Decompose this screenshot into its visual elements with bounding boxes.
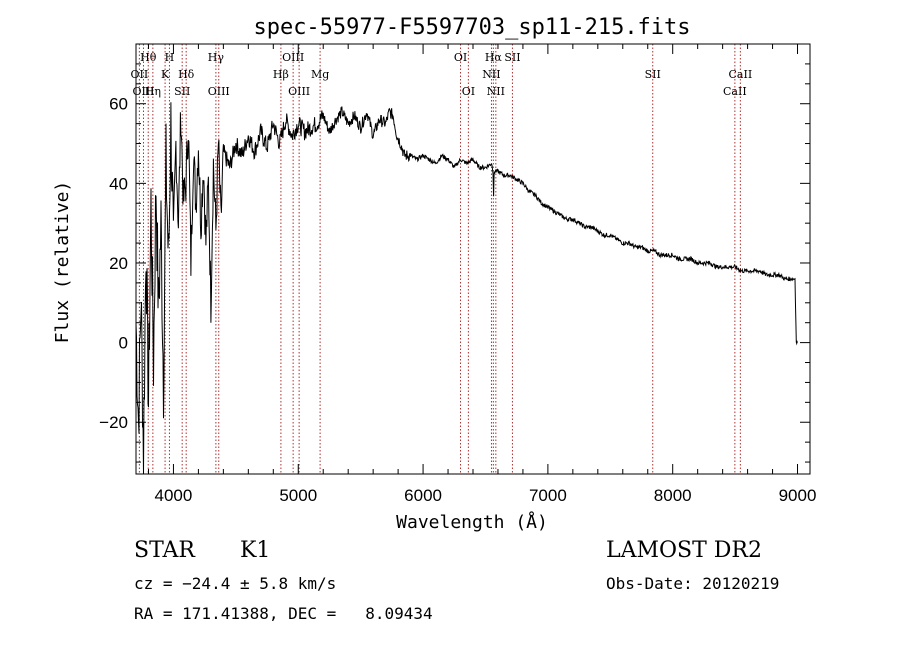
spectral-line-label: Hδ (178, 68, 195, 81)
spectral-line-label: OIII (288, 85, 310, 98)
y-axis-label: Flux (relative) (52, 181, 73, 344)
y-tick-label: 40 (109, 174, 128, 193)
spectral-line-label: CaII (729, 68, 753, 81)
y-tick-label: 0 (119, 334, 128, 353)
x-tick-label: 8000 (654, 486, 692, 505)
x-tick-label: 7000 (529, 486, 567, 505)
spectral-line-label: K (161, 68, 170, 81)
observation-date: Obs-Date: 20120219 (606, 574, 780, 593)
spectral-line-label: OII (131, 68, 149, 81)
spectral-line-label: CaII (723, 85, 747, 98)
object-class: STAR (134, 538, 195, 563)
spectral-line-label: H (165, 51, 175, 64)
spectral-line-label: OI (454, 51, 467, 64)
x-axis-label: Wavelength (Å) (396, 511, 548, 533)
plot-frame (135, 43, 811, 475)
spectral-line-label: SII (174, 85, 190, 98)
spectral-line-label: OIII (132, 85, 154, 98)
ra-dec: RA = 171.41388, DEC = 8.09434 (134, 604, 433, 623)
survey-name: LAMOST DR2 (606, 538, 762, 563)
spectral-line-label: OIII (282, 51, 304, 64)
spectral-line-label: Hγ (208, 51, 225, 64)
x-tick-label: 9000 (779, 486, 817, 505)
object-subclass: K1 (240, 538, 271, 563)
spectrum-line (135, 102, 798, 475)
y-tick-label: 60 (109, 95, 128, 114)
spectral-line-label: SII (645, 68, 661, 81)
spectral-line-label: OIII (208, 85, 230, 98)
x-tick-label: 5000 (279, 486, 317, 505)
y-tick-label: 20 (109, 254, 128, 273)
spectral-line-label: SII (504, 51, 520, 64)
x-tick-label: 6000 (404, 486, 442, 505)
spectral-line-label: NII (487, 85, 505, 98)
spectral-line-label: Mg (311, 68, 329, 81)
x-tick-label: 4000 (155, 486, 193, 505)
spectral-line-label: Hα (485, 51, 503, 64)
y-tick-label: −20 (99, 413, 128, 432)
spectral-line-label: Hθ (140, 51, 157, 64)
spectral-line-label: NII (482, 68, 500, 81)
redshift-cz: cz = −24.4 ± 5.8 km/s (134, 574, 337, 593)
chart-title: spec-55977-F5597703_sp11-215.fits (253, 15, 690, 40)
spectral-line-label: Hβ (273, 68, 289, 81)
spectral-line-label: OI (462, 85, 475, 98)
spectral-line-label: Hη (145, 85, 161, 98)
